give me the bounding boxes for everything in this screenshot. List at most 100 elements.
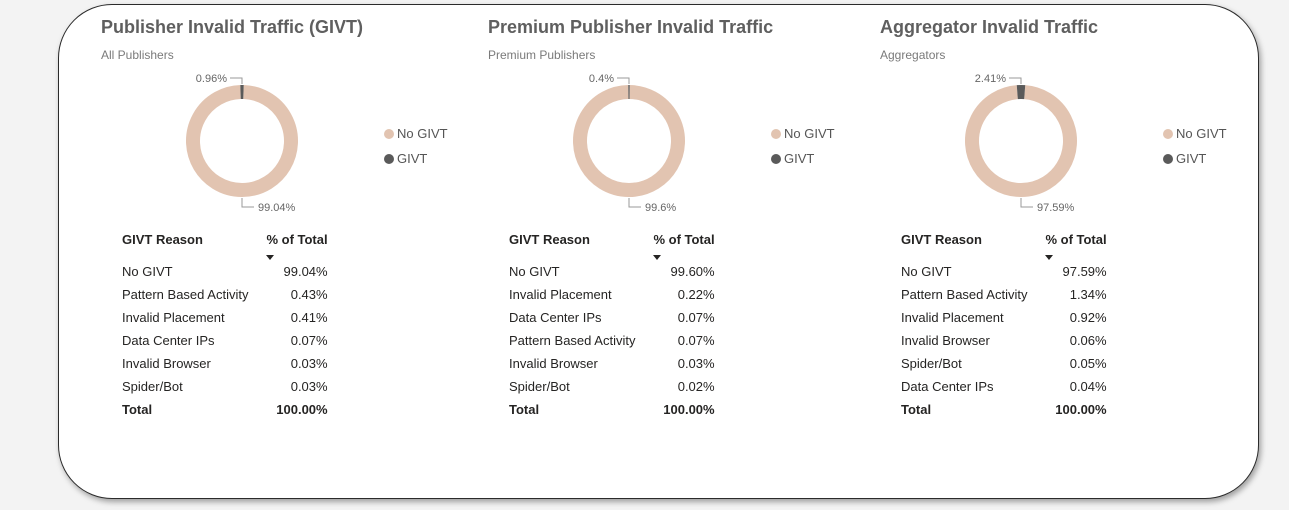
total-value: 100.00% (276, 402, 328, 417)
legend-dot-givt (771, 153, 781, 164)
reason-cell: Invalid Browser (901, 333, 990, 348)
column-header-pct[interactable]: % of Total (1045, 229, 1107, 260)
total-value: 100.00% (1055, 402, 1107, 417)
reason-cell: Invalid Browser (509, 356, 598, 371)
leader-line-no-givt (1020, 198, 1033, 208)
table-row: Spider/Bot 0.05% (901, 352, 1107, 375)
column-header-pct[interactable]: % of Total (266, 229, 328, 260)
reason-cell: Data Center IPs (122, 333, 215, 348)
reason-cell: No GIVT (901, 264, 952, 279)
legend-dot-no-givt (384, 128, 394, 139)
leader-line-givt (230, 77, 243, 84)
pct-cell: 0.07% (290, 333, 328, 348)
legend-item-no-givt[interactable]: No GIVT (384, 121, 448, 146)
panel-subtitle: Aggregators (880, 48, 946, 62)
reason-cell: Spider/Bot (122, 379, 183, 394)
sort-descending-icon (266, 255, 275, 260)
column-header-pct[interactable]: % of Total (653, 229, 715, 260)
panel-subtitle: Premium Publishers (488, 48, 596, 62)
total-value: 100.00% (663, 402, 715, 417)
pct-cell: 0.03% (677, 356, 715, 371)
leader-line-givt (1009, 77, 1022, 84)
pct-cell: 0.07% (677, 333, 715, 348)
panel-subtitle: All Publishers (101, 48, 174, 62)
leader-line-givt (617, 77, 630, 84)
sort-descending-icon (653, 255, 662, 260)
reason-cell: Spider/Bot (901, 356, 962, 371)
donut-chart[interactable]: 0.4% 99.6% (488, 65, 768, 225)
table-row: No GIVT 99.04% (122, 260, 328, 283)
panel-title: Premium Publisher Invalid Traffic (488, 17, 774, 37)
table-row: Data Center IPs 0.07% (122, 329, 328, 352)
reason-cell: Invalid Placement (122, 310, 225, 325)
panel-title: Aggregator Invalid Traffic (880, 17, 1099, 37)
table-row: Pattern Based Activity 0.43% (122, 283, 328, 306)
table-row: Invalid Browser 0.03% (122, 352, 328, 375)
reason-cell: Spider/Bot (509, 379, 570, 394)
pct-cell: 0.03% (290, 379, 328, 394)
reason-cell: No GIVT (122, 264, 173, 279)
table-row: Data Center IPs 0.07% (509, 306, 715, 329)
legend-label: GIVT (1176, 151, 1207, 166)
legend-item-givt[interactable]: GIVT (1163, 146, 1227, 171)
column-header-pct-label: % of Total (1045, 232, 1107, 247)
panel-publisher: Publisher Invalid Traffic (GIVT) All Pub… (101, 5, 491, 435)
column-header-reason[interactable]: GIVT Reason (122, 232, 203, 247)
legend-item-no-givt[interactable]: No GIVT (1163, 121, 1227, 146)
pct-cell: 1.34% (1069, 287, 1107, 302)
legend-label: GIVT (397, 151, 428, 166)
givt-reason-table: GIVT Reason % of Total No GIVT 99.60% Inv… (509, 229, 715, 421)
pct-cell: 99.04% (283, 264, 328, 279)
pct-cell: 0.43% (290, 287, 328, 302)
total-row: Total 100.00% (901, 398, 1107, 421)
column-header-pct-label: % of Total (653, 232, 715, 247)
legend-label: GIVT (784, 151, 815, 166)
legend-item-givt[interactable]: GIVT (771, 146, 835, 171)
pct-cell: 0.06% (1069, 333, 1107, 348)
total-row: Total 100.00% (122, 398, 328, 421)
legend-item-givt[interactable]: GIVT (384, 146, 448, 171)
reason-cell: Pattern Based Activity (901, 287, 1028, 302)
donut-chart[interactable]: 0.96% 99.04% (101, 65, 381, 225)
leader-line-no-givt (628, 198, 641, 208)
reason-cell: Invalid Browser (122, 356, 211, 371)
legend-label: No GIVT (1176, 126, 1227, 141)
data-label-no-givt: 97.59% (1037, 202, 1075, 214)
column-header-reason[interactable]: GIVT Reason (901, 232, 982, 247)
reason-cell: No GIVT (509, 264, 560, 279)
data-label-givt: 2.41% (975, 73, 1006, 85)
sort-descending-icon (1045, 255, 1054, 260)
givt-reason-table: GIVT Reason % of Total No GIVT 99.04% Pat… (122, 229, 328, 421)
slice-no-givt[interactable] (965, 85, 1077, 197)
table-row: Pattern Based Activity 1.34% (901, 283, 1107, 306)
reason-cell: Pattern Based Activity (122, 287, 249, 302)
legend-label: No GIVT (784, 126, 835, 141)
slice-no-givt[interactable] (573, 85, 685, 197)
legend-dot-no-givt (1163, 128, 1173, 139)
donut-chart[interactable]: 2.41% 97.59% (880, 65, 1160, 225)
pct-cell: 0.04% (1069, 379, 1107, 394)
table-row: Invalid Placement 0.22% (509, 283, 715, 306)
pct-cell: 0.05% (1069, 356, 1107, 371)
total-label: Total (509, 402, 540, 417)
table-row: Invalid Placement 0.92% (901, 306, 1107, 329)
pct-cell: 0.92% (1069, 310, 1107, 325)
table-row: Invalid Browser 0.06% (901, 329, 1107, 352)
reason-cell: Invalid Placement (509, 287, 612, 302)
legend-dot-givt (1163, 153, 1173, 164)
data-label-givt: 0.96% (196, 73, 227, 85)
pct-cell: 0.22% (677, 287, 715, 302)
reason-cell: Pattern Based Activity (509, 333, 636, 348)
dashboard-card: Publisher Invalid Traffic (GIVT) All Pub… (58, 4, 1259, 499)
table-row: No GIVT 99.60% (509, 260, 715, 283)
column-header-reason[interactable]: GIVT Reason (509, 232, 590, 247)
slice-no-givt[interactable] (186, 85, 298, 197)
legend-dot-givt (384, 153, 394, 164)
legend-item-no-givt[interactable]: No GIVT (771, 121, 835, 146)
legend-dot-no-givt (771, 128, 781, 139)
pct-cell: 99.60% (670, 264, 715, 279)
legend-label: No GIVT (397, 126, 448, 141)
panel-aggregator: Aggregator Invalid Traffic Aggregators 2… (880, 5, 1270, 435)
pct-cell: 0.07% (677, 310, 715, 325)
data-label-no-givt: 99.6% (645, 202, 676, 214)
